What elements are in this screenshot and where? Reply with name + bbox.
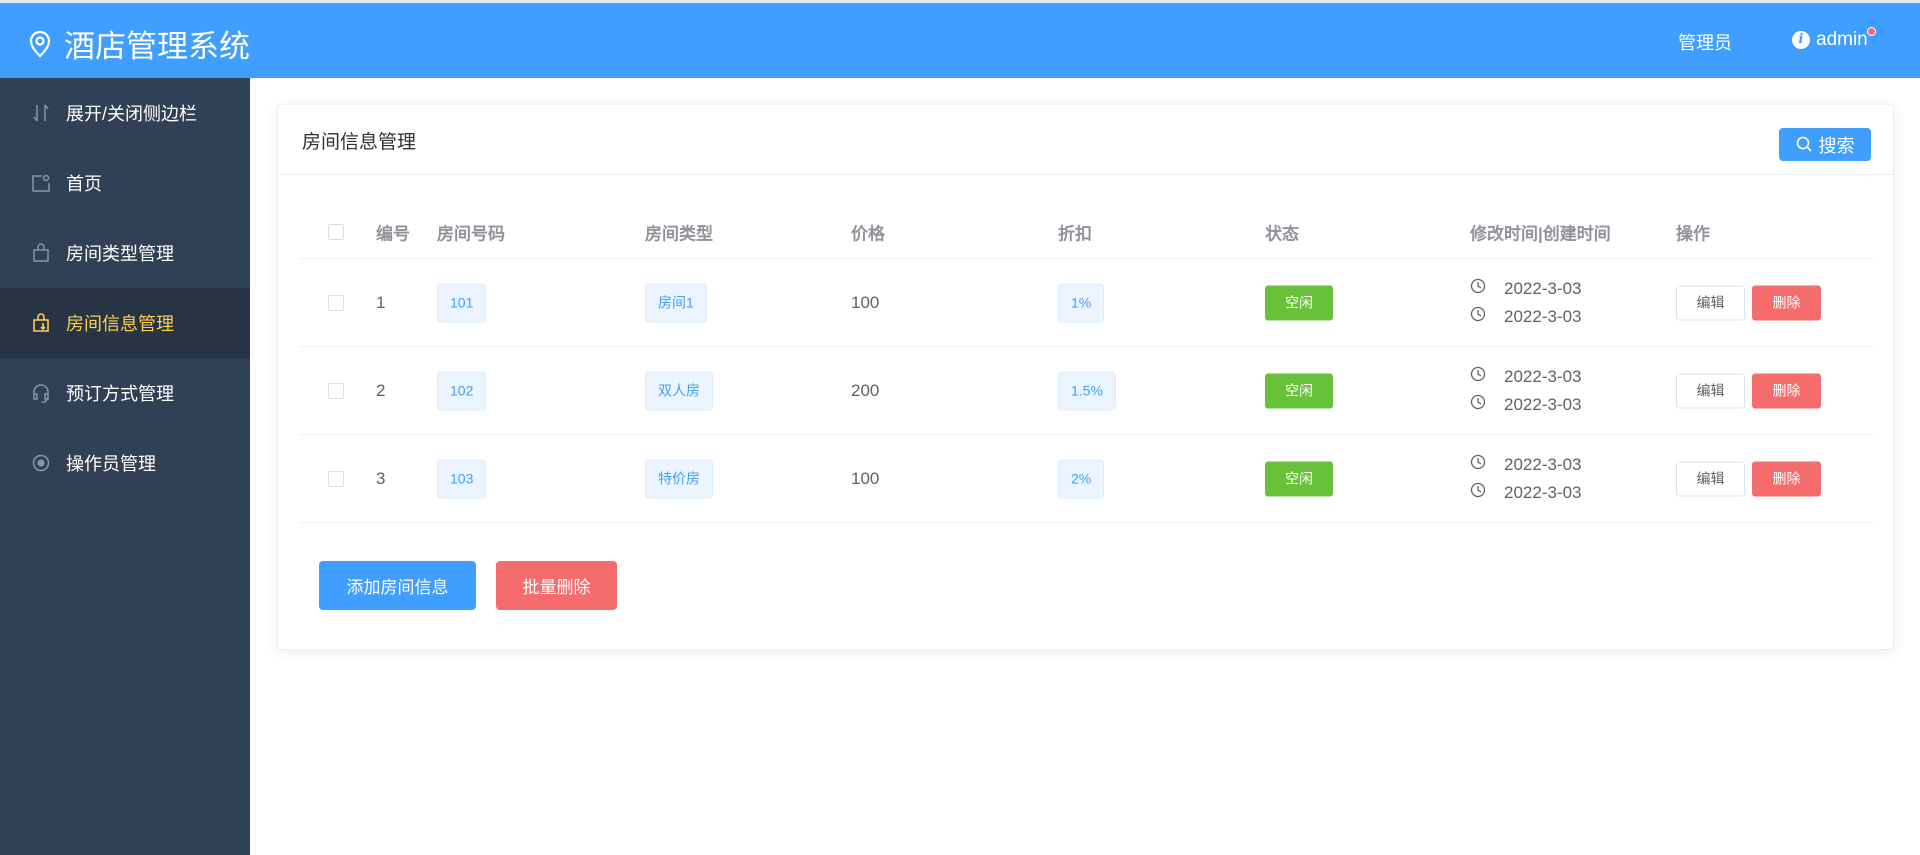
row-id: 2	[376, 380, 386, 400]
clock-icon	[1470, 303, 1486, 331]
sidebar-item-label: 预订方式管理	[66, 384, 174, 404]
sidebar-item-room-info[interactable]: 房间信息管理	[0, 288, 250, 358]
status-badge: 空闲	[1265, 461, 1333, 496]
col-status: 状态	[1265, 224, 1299, 243]
bag-icon	[30, 242, 52, 264]
discount-tag: 1.5%	[1058, 371, 1116, 410]
room-number-tag: 101	[437, 283, 487, 322]
status-badge: 空闲	[1265, 285, 1333, 320]
edit-button[interactable]: 编辑	[1676, 373, 1745, 408]
room-table: 编号 房间号码 房间类型 价格 折扣 状态 修改时间|创建时间 操作 1 101 房…	[301, 205, 1874, 523]
room-info-card: 房间信息管理 搜索 编号 房间号码 房间类型 价格 折扣 状态 修改时间|创建时…	[277, 104, 1894, 650]
row-checkbox[interactable]	[328, 470, 344, 487]
room-type-tag: 特价房	[645, 459, 713, 498]
modified-time: 2022-3-03	[1504, 278, 1582, 298]
bag-download-icon	[30, 312, 52, 334]
table-row: 3 103 特价房 100 2% 空闲 2022-3-03 2022-3-03 编辑 删除	[301, 435, 1874, 523]
col-id: 编号	[376, 224, 410, 243]
col-actions: 操作	[1676, 224, 1710, 243]
sidebar-item-home[interactable]: 首页	[0, 148, 250, 218]
edit-button[interactable]: 编辑	[1676, 461, 1745, 496]
sidebar-item-room-types[interactable]: 房间类型管理	[0, 218, 250, 288]
select-all-checkbox[interactable]	[328, 223, 344, 240]
sidebar-item-label: 房间类型管理	[66, 244, 174, 264]
created-time: 2022-3-03	[1504, 306, 1582, 326]
clock-icon	[1470, 479, 1486, 507]
price: 200	[851, 380, 880, 400]
discount-tag: 1%	[1058, 283, 1105, 322]
app-title: 酒店管理系统	[64, 29, 250, 64]
modified-time: 2022-3-03	[1504, 366, 1582, 386]
divider	[278, 174, 1893, 175]
price: 100	[851, 468, 880, 488]
search-button[interactable]: 搜索	[1779, 128, 1871, 161]
info-icon: i	[1792, 31, 1810, 49]
col-time: 修改时间|创建时间	[1470, 224, 1611, 243]
user-menu[interactable]: i admin	[1792, 27, 1876, 51]
edit-button[interactable]: 编辑	[1676, 285, 1745, 320]
top-header: 酒店管理系统 管理员 i admin	[0, 0, 1920, 78]
clock-icon	[1470, 451, 1486, 479]
clock-icon	[1470, 275, 1486, 303]
sidebar: 展开/关闭侧边栏 首页 房间类型管理 房间信息管理 预订方式管理 操作员管理	[0, 78, 250, 855]
sidebar-item-label: 操作员管理	[66, 454, 156, 474]
col-room-type: 房间类型	[645, 224, 713, 243]
delete-button[interactable]: 删除	[1752, 373, 1821, 408]
sidebar-item-label: 展开/关闭侧边栏	[66, 104, 198, 124]
sidebar-item-label: 房间信息管理	[66, 314, 174, 334]
room-number-tag: 103	[437, 459, 487, 498]
toggle-icon	[30, 102, 52, 124]
notification-dot	[1866, 27, 1876, 36]
table-row: 2 102 双人房 200 1.5% 空闲 2022-3-03 2022-3-03 编辑 删除	[301, 347, 1874, 435]
table-header: 编号 房间号码 房间类型 价格 折扣 状态 修改时间|创建时间 操作	[301, 205, 1874, 259]
add-room-button[interactable]: 添加房间信息	[319, 561, 476, 610]
time-cell: 2022-3-03 2022-3-03	[1470, 363, 1582, 419]
room-number-tag: 102	[437, 371, 487, 410]
sidebar-item-label: 首页	[66, 174, 102, 194]
card-title: 房间信息管理	[302, 132, 417, 153]
location-icon	[29, 30, 51, 57]
delete-button[interactable]: 删除	[1752, 285, 1821, 320]
home-icon	[30, 172, 52, 194]
price: 100	[851, 292, 880, 312]
headset-icon	[30, 382, 52, 404]
username: admin	[1816, 29, 1868, 50]
sidebar-item-operators[interactable]: 操作员管理	[0, 428, 250, 498]
sidebar-item-booking-methods[interactable]: 预订方式管理	[0, 358, 250, 428]
row-checkbox[interactable]	[328, 382, 344, 399]
sidebar-item-toggle[interactable]: 展开/关闭侧边栏	[0, 78, 250, 148]
created-time: 2022-3-03	[1504, 394, 1582, 414]
col-discount: 折扣	[1058, 224, 1092, 243]
clock-icon	[1470, 391, 1486, 419]
search-label: 搜索	[1818, 135, 1855, 156]
modified-time: 2022-3-03	[1504, 454, 1582, 474]
app-logo: 酒店管理系统	[28, 21, 250, 66]
status-badge: 空闲	[1265, 373, 1333, 408]
created-time: 2022-3-03	[1504, 482, 1582, 502]
time-cell: 2022-3-03 2022-3-03	[1470, 451, 1582, 507]
role-label[interactable]: 管理员	[1678, 33, 1732, 53]
batch-delete-button[interactable]: 批量删除	[496, 561, 617, 610]
discount-tag: 2%	[1058, 459, 1105, 498]
row-id: 1	[376, 292, 386, 312]
room-type-tag: 房间1	[645, 283, 707, 322]
gear-icon	[30, 452, 52, 474]
search-icon	[1796, 136, 1812, 152]
clock-icon	[1470, 363, 1486, 391]
time-cell: 2022-3-03 2022-3-03	[1470, 275, 1582, 331]
delete-button[interactable]: 删除	[1752, 461, 1821, 496]
col-price: 价格	[851, 224, 885, 243]
table-row: 1 101 房间1 100 1% 空闲 2022-3-03 2022-3-03 编辑 删除	[301, 259, 1874, 347]
room-type-tag: 双人房	[645, 371, 713, 410]
row-id: 3	[376, 468, 386, 488]
col-room-number: 房间号码	[437, 224, 505, 243]
row-checkbox[interactable]	[328, 294, 344, 311]
